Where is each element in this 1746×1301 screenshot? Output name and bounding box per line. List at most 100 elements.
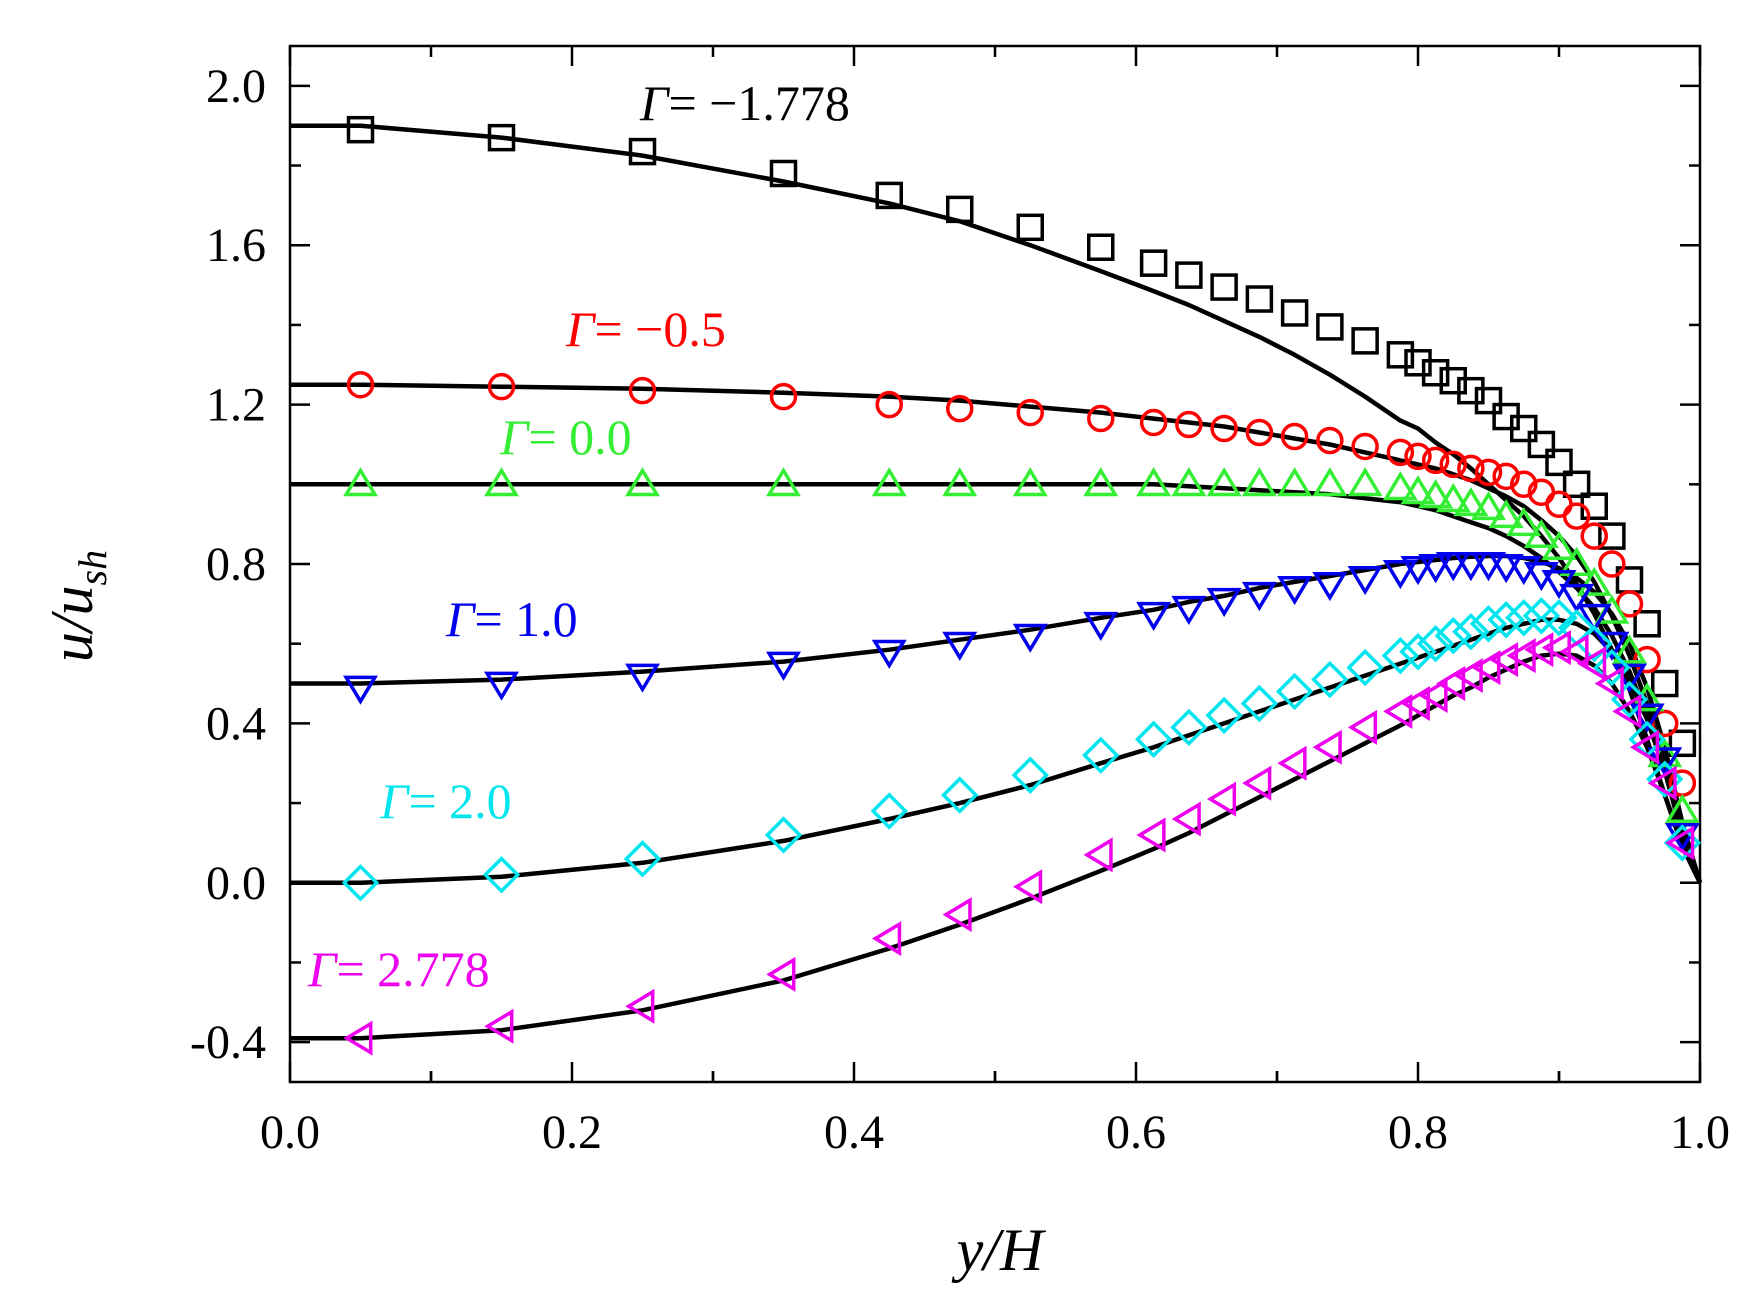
- y-axis-title: u/ush: [39, 550, 115, 662]
- data-point: [1275, 672, 1314, 711]
- data-point: [1435, 552, 1471, 582]
- data-point: [1245, 418, 1274, 447]
- data-point: [1651, 709, 1679, 738]
- data-point: [1545, 448, 1573, 477]
- data-point: [1083, 467, 1119, 497]
- data-point: [1351, 327, 1379, 355]
- data-point: [1083, 837, 1113, 873]
- data-point: [1594, 631, 1630, 661]
- data-point: [1136, 467, 1172, 497]
- data-point: [1347, 565, 1383, 596]
- data-point: [1134, 720, 1173, 758]
- data-point: [1351, 432, 1379, 461]
- data-point: [769, 382, 798, 411]
- data-point: [1580, 522, 1608, 550]
- data-point: [484, 1008, 514, 1044]
- data-point: [1139, 249, 1168, 277]
- data-point: [1245, 285, 1274, 313]
- data-point: [1633, 645, 1661, 674]
- data-point: [1240, 684, 1279, 723]
- data-point: [1469, 605, 1508, 643]
- data-point: [1577, 646, 1607, 682]
- y-tick-label: 0.4: [206, 697, 266, 750]
- data-point: [1418, 479, 1454, 509]
- data-point: [1474, 458, 1503, 487]
- data-point: [1439, 366, 1467, 395]
- y-axis-title-sub: sh: [70, 550, 115, 586]
- data-point: [1418, 678, 1448, 713]
- data-point: [1312, 467, 1348, 497]
- data-point: [1083, 611, 1119, 641]
- data-point: [623, 840, 662, 878]
- data-point: [1664, 793, 1700, 823]
- axis-ticks: [288, 46, 1702, 1082]
- data-point: [346, 115, 375, 144]
- data-point: [1087, 233, 1115, 261]
- x-tick-label: 0.4: [824, 1106, 884, 1159]
- fit-curves: [290, 123, 1703, 1041]
- data-point: [1210, 273, 1238, 301]
- data-point: [1280, 299, 1309, 327]
- data-point: [343, 675, 378, 705]
- plot-border: [288, 44, 1702, 1084]
- gamma-value: = −1.778: [668, 75, 849, 131]
- x-tick-label: 0.2: [542, 1106, 602, 1159]
- data-point: [946, 195, 974, 224]
- data-point: [1404, 442, 1432, 471]
- data-point: [625, 467, 660, 497]
- series-label: Γ= 1.0: [445, 591, 578, 647]
- data-point: [1576, 603, 1612, 634]
- data-point: [766, 956, 796, 992]
- data-point: [1277, 467, 1313, 497]
- data-point: [1488, 498, 1524, 529]
- data-point: [942, 467, 978, 497]
- series-label: Γ= 0.0: [499, 409, 632, 465]
- data-point: [487, 372, 516, 401]
- gamma-value: = −0.5: [594, 301, 725, 357]
- data-point: [1487, 601, 1525, 639]
- data-point: [1436, 666, 1466, 702]
- data-point: [1668, 729, 1697, 758]
- data-point: [1453, 658, 1483, 694]
- data-point: [1418, 554, 1454, 584]
- data-point: [766, 467, 801, 497]
- data-point: [628, 376, 657, 405]
- data-point: [1598, 550, 1626, 578]
- data-point: [1559, 583, 1595, 614]
- data-point: [1400, 685, 1430, 721]
- data-point: [1562, 502, 1591, 530]
- y-tick-label: 1.6: [206, 219, 266, 272]
- gamma-symbol: Γ: [445, 591, 477, 647]
- data-point: [1559, 634, 1589, 670]
- data-point: [769, 159, 798, 188]
- data-point: [487, 123, 516, 152]
- data-point: [1510, 470, 1538, 499]
- data-point: [871, 467, 907, 497]
- data-point: [1665, 825, 1695, 861]
- data-point: [1347, 709, 1378, 745]
- data-point: [1612, 693, 1642, 729]
- data-point: [1205, 696, 1243, 735]
- data-point: [1629, 729, 1660, 765]
- data-point: [1175, 410, 1203, 439]
- x-tick-label: 0.0: [260, 1106, 320, 1159]
- gamma-value: = 2.778: [336, 941, 489, 997]
- data-point: [1206, 587, 1242, 618]
- data-point: [1541, 530, 1577, 561]
- data-point: [1434, 617, 1472, 655]
- data-point: [1540, 599, 1578, 637]
- data-point: [1545, 490, 1573, 518]
- data-point: [1400, 475, 1436, 505]
- data-point: [625, 988, 655, 1024]
- gamma-symbol: Γ: [307, 941, 339, 997]
- data-point: [346, 370, 375, 399]
- data-point: [942, 631, 978, 661]
- y-tick-label: 1.2: [206, 379, 266, 432]
- data-point: [1316, 426, 1344, 455]
- gamma-value: = 2.0: [408, 773, 511, 829]
- data-point: [1170, 708, 1208, 747]
- series-label: Γ= 2.778: [307, 941, 490, 997]
- data-point: [1562, 470, 1591, 499]
